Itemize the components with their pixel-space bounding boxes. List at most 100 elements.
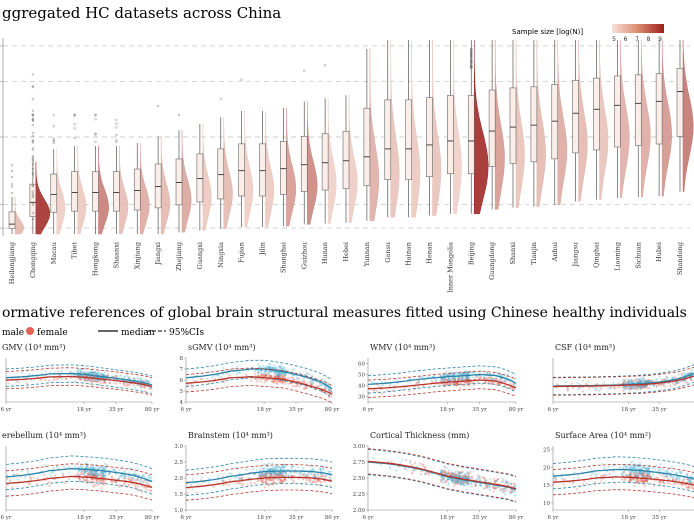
data-point — [63, 482, 66, 485]
data-point — [273, 380, 276, 383]
data-point — [220, 375, 223, 379]
data-point — [248, 476, 251, 479]
data-point — [89, 371, 92, 374]
data-point — [53, 377, 56, 380]
data-point — [324, 385, 327, 388]
province-qinghai: Qinghai — [593, 39, 609, 268]
data-point — [449, 383, 452, 386]
data-point — [93, 473, 96, 476]
data-point — [265, 471, 269, 474]
data-point — [283, 372, 286, 375]
data-point — [106, 373, 109, 376]
data-point — [90, 477, 94, 480]
data-point — [439, 378, 442, 381]
data-point — [277, 473, 281, 476]
data-point — [509, 386, 512, 389]
data-point — [98, 472, 101, 475]
data-point — [445, 371, 448, 374]
data-point — [292, 479, 295, 482]
data-point — [682, 478, 685, 481]
data-point — [470, 485, 473, 488]
data-point — [620, 478, 623, 481]
data-point — [492, 490, 495, 493]
data-point — [268, 472, 271, 475]
norm-panel-6: Brainstem (10⁴ mm³)1.01.52.02.53.06 yr 18… — [174, 431, 339, 521]
data-point — [63, 465, 66, 468]
data-point — [639, 380, 642, 383]
data-point — [115, 481, 118, 484]
male-ci-line — [367, 365, 517, 377]
data-point — [77, 368, 80, 371]
data-point — [131, 476, 134, 479]
data-point — [137, 384, 140, 387]
data-point — [415, 381, 418, 384]
data-point — [504, 487, 507, 490]
data-point — [465, 378, 468, 381]
data-point — [450, 378, 453, 381]
data-point — [635, 378, 638, 381]
data-point — [280, 478, 283, 481]
data-point — [126, 373, 129, 376]
outlier — [31, 98, 34, 101]
data-point — [638, 386, 641, 389]
data-point — [45, 476, 48, 479]
data-point — [467, 384, 470, 387]
data-point — [249, 379, 252, 382]
data-point — [92, 484, 95, 487]
outlier — [31, 218, 34, 221]
data-point — [448, 379, 452, 382]
outlier — [10, 185, 14, 188]
data-point — [663, 377, 666, 381]
data-point — [91, 473, 95, 476]
data-point — [96, 467, 99, 471]
data-point — [110, 480, 113, 484]
data-point — [140, 386, 143, 390]
data-point — [499, 382, 502, 385]
data-point — [127, 485, 130, 488]
data-point — [144, 476, 147, 479]
data-point — [267, 478, 270, 481]
data-point — [271, 473, 274, 476]
y-tick-label: 15 — [543, 483, 550, 489]
data-point — [102, 467, 105, 470]
outlier — [31, 163, 34, 166]
data-point — [220, 370, 224, 373]
data-point — [92, 371, 95, 374]
category-label: Jilin — [259, 242, 267, 256]
data-point — [597, 387, 600, 390]
data-point — [252, 473, 256, 476]
data-point — [296, 471, 299, 474]
category-label: Anhui — [551, 242, 559, 262]
data-point — [312, 480, 315, 483]
female-median-line — [5, 375, 153, 388]
data-point — [439, 380, 442, 383]
data-point — [316, 385, 320, 388]
province-yunnan: Yunnan — [363, 48, 380, 267]
data-point — [302, 473, 305, 476]
data-point — [101, 474, 104, 477]
data-point — [291, 474, 294, 478]
data-point — [191, 377, 194, 380]
data-point — [645, 384, 648, 388]
data-point — [264, 474, 267, 477]
data-point — [646, 380, 650, 383]
data-point — [256, 370, 260, 374]
data-point — [276, 372, 279, 375]
data-point — [283, 368, 287, 371]
category-label: Shanghai — [279, 242, 287, 273]
category-label: Macau — [50, 242, 58, 264]
data-point — [279, 380, 282, 383]
data-point — [302, 387, 305, 390]
data-point — [127, 477, 131, 480]
data-point — [311, 383, 314, 386]
data-point — [466, 376, 469, 379]
data-point — [325, 386, 328, 389]
province-hongkong: Hongkong — [92, 113, 109, 276]
data-point — [99, 381, 102, 384]
data-point — [147, 489, 150, 492]
male-ci-line — [185, 457, 333, 471]
data-point — [625, 386, 628, 389]
data-point — [79, 472, 82, 475]
data-point — [102, 471, 105, 474]
data-point — [410, 463, 413, 467]
